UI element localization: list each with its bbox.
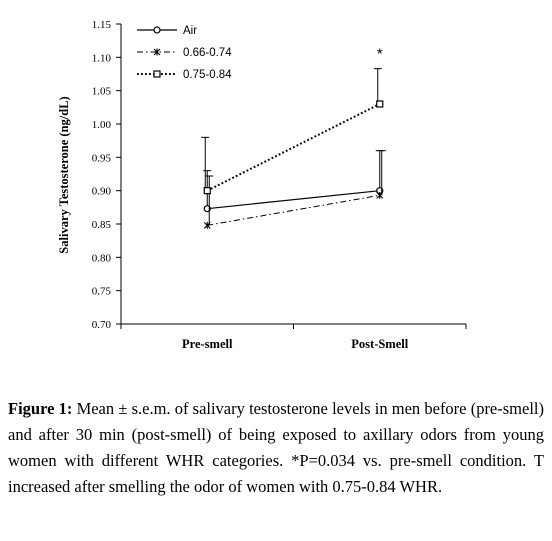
annotations: * bbox=[377, 46, 383, 63]
caption-text: Mean ± s.e.m. of salivary testosterone l… bbox=[8, 399, 544, 496]
line-chart: 0.70 0.75 0.80 0.85 0.90 0.95 1.00 1.05 1.10 1.15… bbox=[57, 19, 467, 351]
y-tick-label: 1.05 bbox=[92, 86, 112, 98]
marker-star bbox=[203, 221, 211, 229]
y-tick-label: 0.80 bbox=[92, 252, 112, 264]
y-tick-label: 0.95 bbox=[92, 152, 112, 164]
y-tick-label: 1.15 bbox=[92, 19, 112, 31]
y-tick-label: 1.00 bbox=[92, 119, 112, 131]
legend-label: 0.75-0.84 bbox=[183, 69, 232, 81]
y-tick-label: 0.75 bbox=[92, 286, 112, 298]
legend-label: 0.66-0.74 bbox=[183, 47, 232, 59]
x-tick-label: Pre-smell bbox=[182, 337, 233, 351]
marker-star bbox=[376, 191, 384, 199]
y-tick-label: 0.85 bbox=[92, 219, 112, 231]
caption-label: Figure 1: bbox=[8, 399, 73, 418]
y-tick-label: 0.70 bbox=[92, 319, 112, 331]
marker-square bbox=[153, 70, 161, 78]
x-axis-categories: Pre-smell Post-Smell bbox=[120, 324, 467, 351]
x-tick-label: Post-Smell bbox=[351, 337, 408, 351]
y-tick-label: 0.90 bbox=[92, 186, 112, 198]
chart-axes bbox=[120, 24, 466, 325]
series-line bbox=[207, 194, 380, 226]
y-tick-label: 1.10 bbox=[92, 52, 112, 64]
series-0-66-0-74 bbox=[203, 150, 386, 229]
significance-asterisk: * bbox=[377, 46, 383, 63]
marker-square bbox=[376, 100, 384, 108]
series-0-75-0-84 bbox=[201, 68, 384, 195]
y-axis-label: Salivary Testosterone (ng/dL) bbox=[57, 96, 71, 253]
marker-circle bbox=[153, 26, 161, 34]
legend-label: Air bbox=[183, 25, 197, 37]
series-line bbox=[206, 103, 381, 192]
y-axis-ticks: 0.70 0.75 0.80 0.85 0.90 0.95 1.00 1.05 1.10 1.15 bbox=[92, 19, 121, 331]
series-line bbox=[207, 190, 380, 210]
legend: Air 0.66-0.74 0.75-0.84 bbox=[137, 25, 232, 81]
series-air bbox=[203, 150, 384, 213]
marker-square bbox=[203, 187, 211, 195]
marker-star bbox=[153, 48, 161, 56]
figure-caption: Figure 1: Mean ± s.e.m. of salivary test… bbox=[8, 396, 544, 500]
series-layer bbox=[201, 68, 386, 229]
